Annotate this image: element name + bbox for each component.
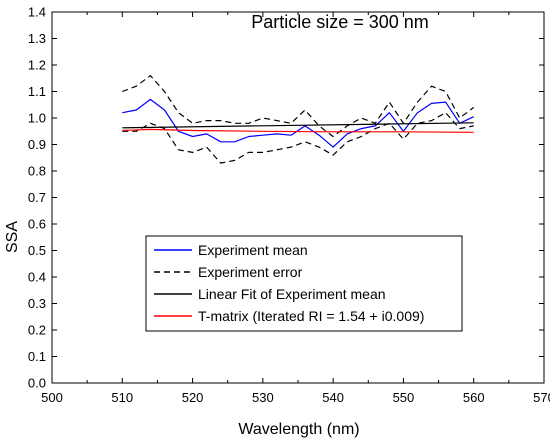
y-tick-label: 0.8: [28, 164, 46, 179]
series-line-0: [122, 98, 474, 148]
y-tick-label: 0.5: [28, 243, 46, 258]
y-tick-label: 1.2: [28, 58, 46, 73]
y-tick-label: 0.6: [28, 217, 46, 232]
y-tick-label: 0.7: [28, 190, 46, 205]
y-tick-label: 1.4: [28, 5, 46, 20]
y-axis-title: SSA: [4, 221, 21, 253]
y-tick-label: 1.3: [28, 31, 46, 46]
x-tick-label: 500: [41, 390, 63, 405]
x-tick-label: 570: [533, 390, 550, 405]
x-tick-label: 530: [252, 390, 274, 405]
y-tick-label: 0.2: [28, 323, 46, 338]
y-tick-label: 0.9: [28, 137, 46, 152]
x-tick-label: 550: [393, 390, 415, 405]
x-axis-title: Wavelength (nm): [238, 421, 359, 438]
y-tick-label: 1.1: [28, 84, 46, 99]
x-tick-label: 540: [322, 390, 344, 405]
legend-label: Experiment error: [198, 264, 303, 280]
y-tick-label: 0.4: [28, 270, 46, 285]
legend: Experiment mean Experiment error Linear Fi…: [145, 235, 463, 332]
y-tick-label: 0.0: [28, 376, 46, 391]
x-tick-label: 560: [463, 390, 485, 405]
series-layer: [122, 74, 475, 164]
series-line-4: [122, 128, 474, 133]
x-tick-label: 520: [182, 390, 204, 405]
legend-label: T-matrix (Iterated RI = 1.54 + i0.009): [198, 308, 424, 324]
chart-title: Particle size = 300 nm: [251, 12, 429, 32]
x-tick-label: 510: [111, 390, 133, 405]
legend-label: Linear Fit of Experiment mean: [198, 286, 386, 302]
axis-ticks: 500 510 520 530 540 550 560 570 0.0 0.1 0.2 0.3 0.4 0…: [28, 5, 550, 406]
series-line-1: [122, 74, 475, 138]
legend-box: [145, 235, 463, 332]
y-tick-label: 0.3: [28, 296, 46, 311]
y-tick-label: 0.1: [28, 349, 46, 364]
series-line-2: [122, 112, 474, 164]
series-line-3: [122, 122, 474, 129]
legend-label: Experiment mean: [198, 242, 308, 258]
y-tick-label: 1.0: [28, 111, 46, 126]
